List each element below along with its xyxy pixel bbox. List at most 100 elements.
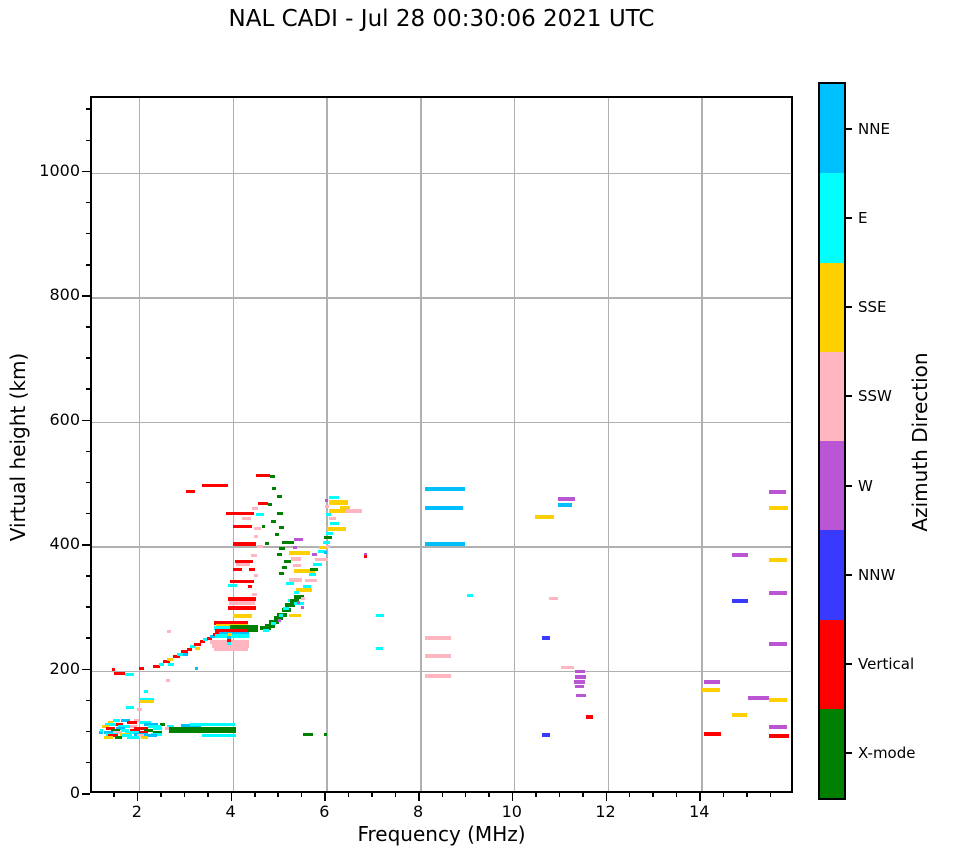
echo-dash (346, 509, 363, 514)
echo-dash (261, 524, 266, 528)
echo-dash (363, 552, 368, 556)
x-minor-tick (394, 793, 397, 797)
echo-dash (232, 524, 253, 528)
echo-dash (136, 734, 144, 738)
echo-dash (232, 613, 253, 618)
echo-dash (278, 614, 284, 618)
echo-dash (202, 733, 236, 737)
echo-dash (143, 728, 153, 732)
echo-dash (376, 613, 385, 617)
echo-dash (147, 734, 157, 738)
echo-dash (291, 556, 301, 561)
echo-dash (541, 732, 550, 737)
y-minor-tick (86, 139, 90, 142)
echo-dash (294, 602, 304, 606)
colorbar (818, 82, 846, 800)
echo-dash (281, 565, 288, 569)
echo-dash (330, 522, 339, 526)
y-major-tick (82, 544, 90, 546)
echo-dash (230, 580, 254, 584)
echo-dash (574, 675, 587, 680)
echo-dash (138, 730, 149, 734)
echo-dash (214, 629, 248, 634)
echo-dash (574, 670, 586, 674)
colorbar-tick (846, 306, 852, 309)
echo-dash (292, 545, 298, 549)
echo-dash (121, 728, 130, 732)
echo-dash (279, 525, 285, 529)
echo-dash (227, 584, 238, 588)
echo-dash (323, 732, 327, 736)
chart-title: NAL CADI - Jul 28 00:30:06 2021 UTC (228, 6, 655, 32)
echo-dash (116, 726, 125, 730)
echo-dash (152, 730, 163, 734)
echo-dash (293, 568, 315, 573)
echo-dash (159, 723, 165, 727)
echo-dash (265, 542, 270, 546)
echo-dash (731, 553, 749, 558)
echo-dash (279, 571, 285, 575)
echo-dash (263, 628, 269, 632)
y-major-tick (82, 295, 90, 297)
echo-dash (108, 721, 114, 725)
echo-dash (113, 718, 121, 722)
x-major-tick (511, 793, 514, 801)
echo-dash (130, 728, 140, 732)
echo-dash (256, 544, 263, 548)
echo-dash (769, 724, 788, 729)
echo-dash (230, 625, 259, 633)
echo-dash (327, 526, 346, 531)
echo-dash (768, 489, 787, 494)
y-minor-tick (86, 575, 90, 577)
y-major-tick (82, 419, 90, 422)
echo-dash (748, 695, 770, 700)
echo-dash (424, 506, 464, 511)
echo-dash (573, 680, 586, 685)
echo-dash (326, 532, 334, 536)
colorbar-tick-label: NNW (858, 565, 896, 584)
echo-dash (731, 712, 748, 717)
echo-dash (111, 668, 115, 672)
echo-dash (314, 558, 328, 562)
echo-dash (213, 620, 248, 625)
echo-dash (265, 623, 275, 628)
echo-dash (158, 662, 165, 666)
colorbar-tick-label: SSW (858, 387, 892, 406)
x-minor-tick (722, 793, 725, 797)
colorbar-label: Azimuth Direction (908, 352, 932, 532)
echo-dash (769, 558, 788, 563)
echo-dash (234, 560, 253, 564)
colorbar-tick (846, 573, 852, 576)
echo-dash (272, 487, 277, 491)
echo-dash (228, 601, 255, 606)
echo-dash (227, 596, 257, 601)
echo-dash (122, 734, 132, 738)
echo-dash (279, 547, 286, 551)
echo-dash (300, 605, 305, 609)
echo-dash (283, 606, 289, 610)
gridline-vertical (326, 98, 328, 791)
echo-dash (322, 540, 330, 544)
colorbar-tick-label: E (858, 208, 868, 227)
echo-dash (163, 660, 171, 664)
echo-dash (256, 473, 271, 477)
echo-dash (328, 517, 336, 521)
echo-dash (108, 734, 118, 738)
echo-dash (278, 618, 282, 622)
x-axis-label: Frequency (MHz) (357, 822, 526, 846)
y-minor-tick (86, 264, 90, 266)
echo-dash (277, 553, 282, 557)
x-minor-tick (300, 793, 303, 797)
x-major-tick (324, 793, 326, 801)
y-minor-tick (86, 761, 90, 764)
echo-dash (172, 655, 180, 659)
echo-dash (181, 650, 189, 654)
echo-dash (560, 665, 574, 669)
echo-dash (195, 666, 199, 670)
colorbar-segment-vertical (820, 619, 844, 709)
echo-dash (186, 647, 193, 651)
echo-dash (702, 687, 720, 692)
echo-dash (166, 678, 170, 682)
x-tick-label: 12 (595, 802, 616, 821)
echo-dash (293, 591, 300, 595)
